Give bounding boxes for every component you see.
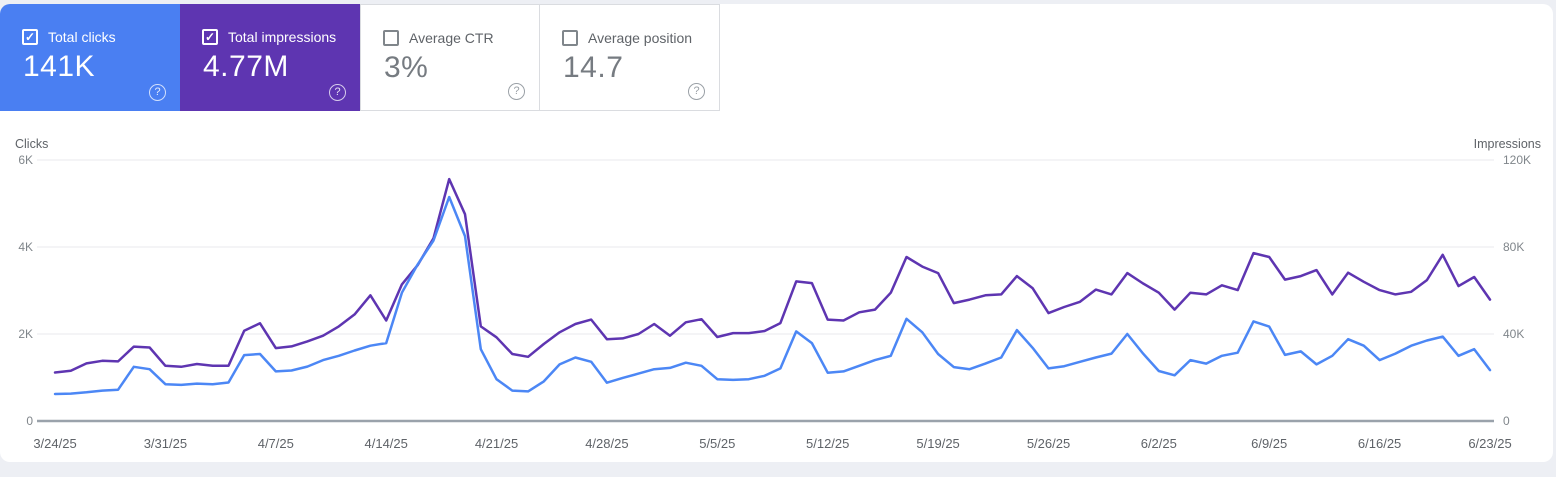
- average-position-card[interactable]: Average position 14.7 ?: [540, 4, 720, 111]
- total-clicks-value: 141K: [23, 50, 96, 83]
- average-position-checkbox[interactable]: [562, 30, 578, 46]
- help-icon[interactable]: ?: [149, 84, 166, 101]
- average-ctr-label: Average CTR: [409, 30, 494, 46]
- average-ctr-value: 3%: [384, 51, 429, 84]
- total-clicks-card[interactable]: ✓ Total clicks 141K ?: [0, 4, 180, 111]
- total-impressions-header: ✓ Total impressions: [202, 29, 336, 45]
- total-clicks-label: Total clicks: [48, 29, 116, 45]
- help-icon[interactable]: ?: [508, 83, 525, 100]
- performance-panel: ✓ Total clicks 141K ? ✓ Total impression…: [0, 4, 1553, 462]
- average-position-value: 14.7: [563, 51, 624, 84]
- total-impressions-card[interactable]: ✓ Total impressions 4.77M ?: [180, 4, 360, 111]
- help-icon[interactable]: ?: [329, 84, 346, 101]
- help-icon[interactable]: ?: [688, 83, 705, 100]
- average-ctr-card[interactable]: Average CTR 3% ?: [360, 4, 540, 111]
- average-position-header: Average position: [562, 30, 692, 46]
- average-ctr-header: Average CTR: [383, 30, 494, 46]
- total-impressions-checkbox[interactable]: ✓: [202, 29, 218, 45]
- total-clicks-header: ✓ Total clicks: [22, 29, 116, 45]
- average-ctr-checkbox[interactable]: [383, 30, 399, 46]
- metric-cards: ✓ Total clicks 141K ? ✓ Total impression…: [0, 4, 720, 111]
- total-clicks-checkbox[interactable]: ✓: [22, 29, 38, 45]
- check-icon: ✓: [204, 30, 216, 44]
- total-impressions-value: 4.77M: [203, 50, 289, 83]
- total-impressions-label: Total impressions: [228, 29, 337, 45]
- check-icon: ✓: [24, 30, 36, 44]
- average-position-label: Average position: [588, 30, 693, 46]
